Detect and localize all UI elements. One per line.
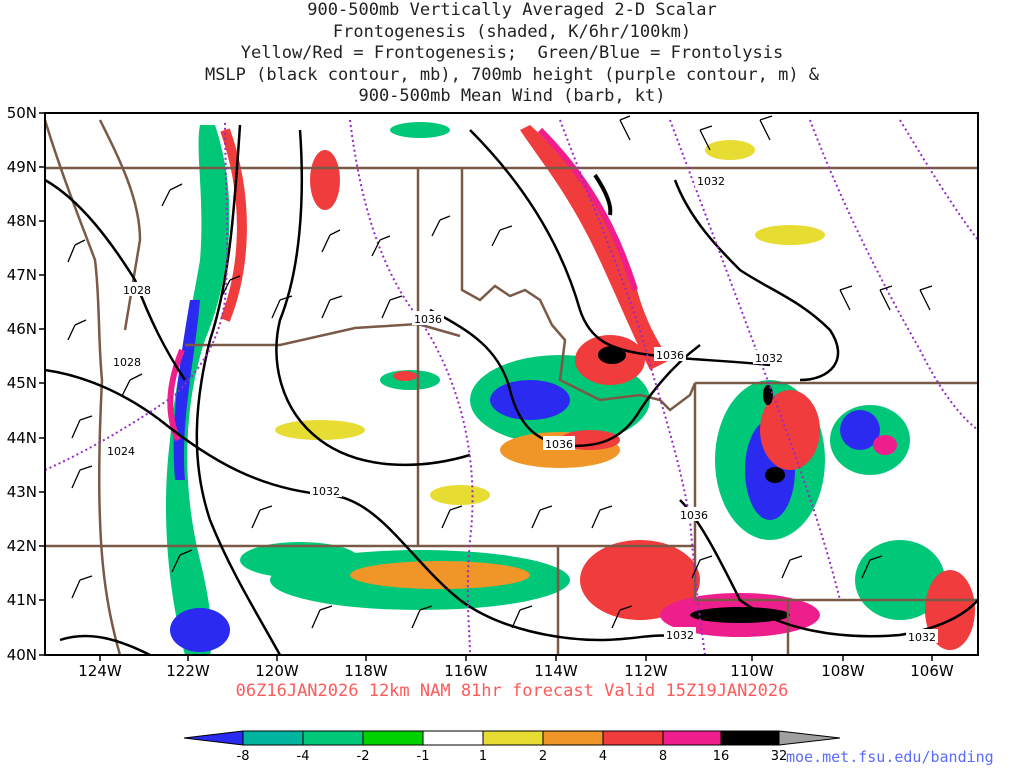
pressure-labels: 1028 1028 1024 1032 1036 1036 1036 1032 <box>105 173 938 644</box>
pressure-label: 1032 <box>666 629 694 642</box>
colorbar-tick-label: -1 <box>417 749 430 764</box>
map-frame <box>44 112 979 656</box>
colorbar: -8 -4 -2 -1 1 2 4 8 16 32 <box>183 730 841 764</box>
lat-label: 44N <box>7 429 37 447</box>
lon-label: 108W <box>821 662 865 680</box>
lat-label: 47N <box>7 266 37 284</box>
title-line-1: 900-500mb Vertically Averaged 2-D Scalar <box>307 0 717 20</box>
colorbar-tick-label: 16 <box>713 749 730 764</box>
colorbar-tick-label: -4 <box>297 749 310 764</box>
colorbar-swatch <box>721 731 779 745</box>
colorbar-swatch <box>543 731 603 745</box>
lat-label: 41N <box>7 591 37 609</box>
state-borders <box>43 119 978 656</box>
source-credit-link[interactable]: moe.met.fsu.edu/banding <box>786 748 994 766</box>
lon-label: 118W <box>344 662 388 680</box>
pressure-label: 1036 <box>656 349 684 362</box>
lat-label: 40N <box>7 646 37 664</box>
pressure-label: 1032 <box>755 352 783 365</box>
colorbar-tick-label: 4 <box>599 749 607 764</box>
title-line-4: MSLP (black contour, mb), 700mb height (… <box>204 64 820 85</box>
colorbar-swatch <box>303 731 363 745</box>
lon-label: 112W <box>624 662 668 680</box>
colorbar-swatch <box>184 731 243 745</box>
colorbar-swatch <box>363 731 423 745</box>
lat-label: 48N <box>7 212 37 230</box>
title-line-3: Yellow/Red = Frontogenesis; Green/Blue =… <box>240 43 784 63</box>
colorbar-swatch <box>779 731 840 745</box>
title-line-5: 900-500mb Mean Wind (barb, kt) <box>358 86 666 106</box>
colorbar-tick-label: -2 <box>357 749 370 764</box>
lon-label: 110W <box>730 662 774 680</box>
lat-label: 50N <box>7 104 37 122</box>
pressure-label: 1024 <box>107 445 135 458</box>
pressure-label: 1036 <box>414 313 442 326</box>
wind-barbs <box>67 115 933 629</box>
lat-label: 49N <box>7 158 37 176</box>
lon-label: 122W <box>166 662 210 680</box>
colorbar-swatch <box>423 731 483 745</box>
chart-title: 900-500mb Vertically Averaged 2-D Scalar… <box>0 0 1024 108</box>
pressure-label: 1032 <box>908 631 936 644</box>
lon-label: 116W <box>444 662 488 680</box>
colorbar-swatch <box>483 731 543 745</box>
frontogenesis-shading <box>165 122 975 655</box>
pressure-label: 1032 <box>697 175 725 188</box>
colorbar-swatch <box>243 731 303 745</box>
colorbar-tick-label: -8 <box>237 749 250 764</box>
pressure-label: 1036 <box>680 509 708 522</box>
colorbar-swatch <box>663 731 721 745</box>
latitude-axis: 50N 49N 48N 47N 46N 45N 44N 43N 42N 41N … <box>7 104 45 664</box>
title-line-2: Frontogenesis (shaded, K/6hr/100km) <box>332 21 692 42</box>
colorbar-tick-label: 1 <box>479 749 487 764</box>
pressure-label: 1032 <box>312 485 340 498</box>
lat-label: 42N <box>7 537 37 555</box>
lon-label: 120W <box>255 662 299 680</box>
lat-label: 45N <box>7 374 37 392</box>
colorbar-swatch <box>603 731 663 745</box>
colorbar-tick-label: 2 <box>539 749 547 764</box>
lat-label: 43N <box>7 483 37 501</box>
pressure-label: 1028 <box>123 284 151 297</box>
forecast-valid-subtitle: 06Z16JAN2026 12km NAM 81hr forecast Vali… <box>235 681 789 701</box>
lon-label: 124W <box>78 662 122 680</box>
lon-label: 114W <box>534 662 578 680</box>
colorbar-tick-label: 8 <box>659 749 667 764</box>
lat-label: 46N <box>7 320 37 338</box>
pressure-label: 1028 <box>113 356 141 369</box>
lon-label: 106W <box>910 662 954 680</box>
colorbar-tick-label: 32 <box>771 749 788 764</box>
longitude-axis: 124W 122W 120W 118W 116W 114W 112W 110W … <box>78 655 954 680</box>
pressure-label: 1036 <box>545 438 573 451</box>
